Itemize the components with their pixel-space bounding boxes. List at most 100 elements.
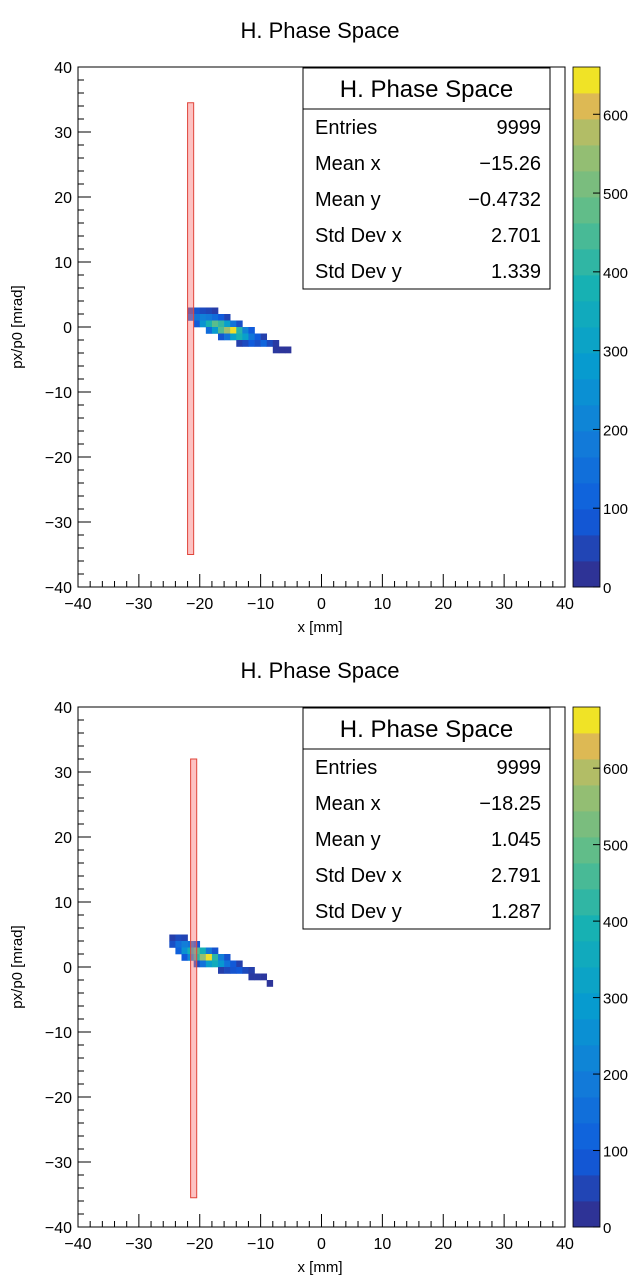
palette-band xyxy=(573,1175,600,1202)
palette-band xyxy=(573,379,600,406)
heatmap-cell xyxy=(236,960,243,968)
heatmap-cell xyxy=(205,954,213,961)
heatmap-cell xyxy=(181,934,188,942)
palette-band xyxy=(573,249,600,276)
x-tick-label: 0 xyxy=(317,596,326,613)
heatmap-cell xyxy=(224,327,231,334)
palette-band xyxy=(573,535,600,562)
stats-value: 2.701 xyxy=(491,225,541,247)
y-axis-title: px/p0 [mrad] xyxy=(9,925,26,1008)
heatmap-cell xyxy=(272,340,280,347)
stats-value: −0.4732 xyxy=(468,189,541,211)
heatmap-cell xyxy=(224,320,231,328)
heatmap-cell xyxy=(193,307,201,315)
palette-tick-label: 500 xyxy=(603,838,628,855)
palette-band xyxy=(573,1097,600,1124)
heatmap-cell xyxy=(224,954,231,961)
stats-label: Mean y xyxy=(315,829,381,851)
aperture-rect xyxy=(190,758,198,1199)
palette-band xyxy=(573,1071,600,1098)
heatmap-cell xyxy=(242,333,249,341)
heatmap-cell xyxy=(211,960,219,968)
palette-frame xyxy=(572,706,601,1228)
y-tick-label: −30 xyxy=(45,1155,72,1172)
heatmap-cell xyxy=(224,967,231,974)
stats-value: 2.791 xyxy=(491,865,541,887)
y-tick-label: 40 xyxy=(54,60,72,77)
palette-tick-label: 400 xyxy=(603,265,628,282)
stats-label: Entries xyxy=(315,757,377,779)
palette-band xyxy=(573,1019,600,1046)
palette-band xyxy=(573,67,600,94)
heatmap-cell xyxy=(272,346,280,354)
palette-band xyxy=(573,967,600,994)
x-tick-label: 10 xyxy=(373,596,391,613)
heatmap-cell xyxy=(199,307,207,315)
heatmap-cell xyxy=(248,973,255,981)
heatmap-cell xyxy=(218,314,225,321)
y-tick-label: −40 xyxy=(45,1220,72,1237)
stats-title: H. Phase Space xyxy=(340,76,513,103)
heatmap-cell xyxy=(218,954,225,961)
heatmap-cell xyxy=(260,973,268,981)
y-tick-label: 10 xyxy=(54,255,72,272)
palette-band xyxy=(573,1201,600,1228)
palette-tick-label: 400 xyxy=(603,914,628,931)
palette-tick-label: 300 xyxy=(603,344,628,361)
x-tick-label: −30 xyxy=(125,596,152,613)
palette-tick-label: 600 xyxy=(603,761,628,778)
heatmap-cell xyxy=(205,307,213,315)
heatmap-cell xyxy=(187,307,194,315)
palette-band xyxy=(573,1123,600,1150)
palette-band xyxy=(573,509,600,536)
stats-label: Std Dev y xyxy=(315,261,402,283)
heatmap-cell xyxy=(218,327,225,334)
palette-tick-label: 300 xyxy=(603,991,628,1008)
palette-tick-label: 600 xyxy=(603,107,628,124)
x-tick-label: 30 xyxy=(495,1236,513,1253)
heatmap-cell xyxy=(211,314,219,321)
x-tick-label: 30 xyxy=(495,596,513,613)
heatmap-cell xyxy=(236,327,243,334)
heatmap-cell xyxy=(199,314,207,321)
heatmap-cell xyxy=(199,320,207,328)
x-tick-label: −20 xyxy=(186,1236,213,1253)
y-tick-label: 10 xyxy=(54,895,72,912)
palette-band xyxy=(573,483,600,510)
heatmap-cell xyxy=(199,960,207,968)
heatmap-cell xyxy=(278,346,286,354)
palette-band xyxy=(573,759,600,786)
stats-label: Mean y xyxy=(315,189,381,211)
heatmap-cell xyxy=(230,333,237,341)
heatmap-cell xyxy=(230,327,237,334)
heatmap-cell xyxy=(224,960,231,968)
stats-value: 9999 xyxy=(497,117,542,139)
heatmap-cell xyxy=(199,947,207,955)
y-tick-label: 0 xyxy=(63,960,72,977)
y-tick-label: 40 xyxy=(54,700,72,717)
palette-band xyxy=(573,915,600,942)
palette-tick-label: 100 xyxy=(603,501,628,518)
heatmap-cell xyxy=(181,947,188,955)
stats-value: 9999 xyxy=(497,757,542,779)
stats-title: H. Phase Space xyxy=(340,716,513,743)
heatmap-cell xyxy=(242,967,249,974)
heatmap-cell xyxy=(199,954,207,961)
palette-band xyxy=(573,993,600,1020)
palette-band xyxy=(573,431,600,458)
palette-band xyxy=(573,837,600,864)
palette-band xyxy=(573,405,600,432)
stats-label: Entries xyxy=(315,117,377,139)
stats-value: 1.287 xyxy=(491,901,541,923)
heatmap-cell xyxy=(211,954,219,961)
palette-band xyxy=(573,785,600,812)
x-tick-label: 20 xyxy=(434,1236,452,1253)
heatmap-cell xyxy=(224,333,231,341)
palette-band xyxy=(573,93,600,120)
stats-box xyxy=(302,67,551,290)
y-tick-label: 30 xyxy=(54,125,72,142)
palette-band xyxy=(573,119,600,146)
heatmap-cell xyxy=(193,320,201,328)
palette-band xyxy=(573,733,600,760)
y-axis-title: px/p0 [mrad] xyxy=(9,285,26,368)
